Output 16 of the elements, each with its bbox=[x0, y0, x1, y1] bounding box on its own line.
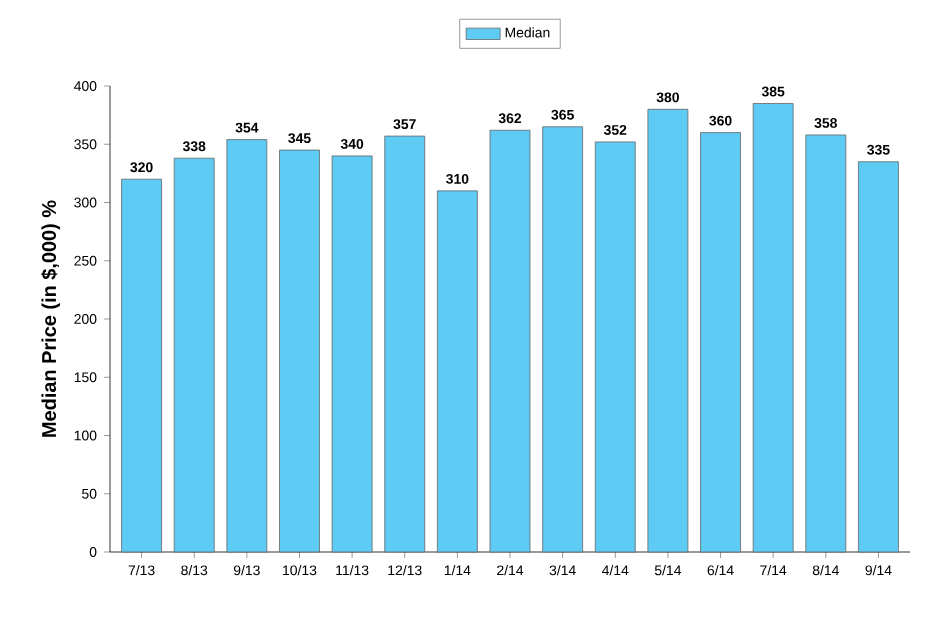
bar bbox=[489, 129, 531, 553]
y-axis-title: Median Price (in $,000) % bbox=[41, 200, 61, 437]
bar bbox=[226, 139, 268, 553]
bar bbox=[805, 134, 847, 553]
bar bbox=[384, 135, 426, 553]
bar bbox=[279, 149, 320, 553]
bar bbox=[752, 103, 794, 553]
bar bbox=[173, 157, 215, 553]
bar bbox=[542, 126, 584, 553]
bar bbox=[121, 178, 162, 553]
bar bbox=[647, 108, 689, 553]
bar bbox=[436, 190, 478, 553]
bar bbox=[700, 132, 741, 553]
bar bbox=[858, 161, 899, 553]
bar bbox=[594, 141, 636, 553]
bar bbox=[331, 155, 373, 553]
